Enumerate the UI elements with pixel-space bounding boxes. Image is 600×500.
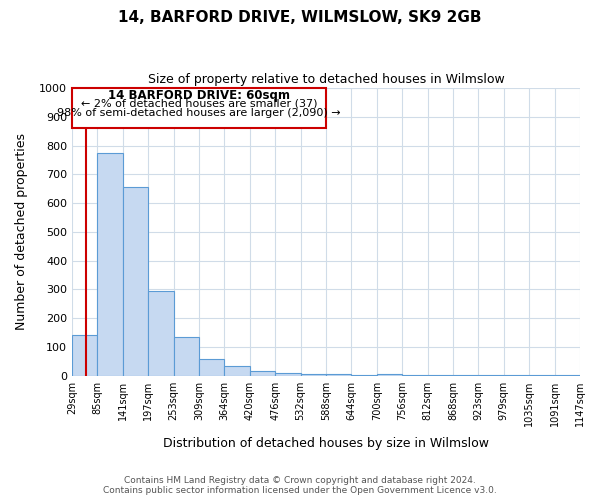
Bar bbox=[72, 336, 97, 376]
Bar bbox=[402, 375, 428, 376]
Bar bbox=[326, 374, 352, 376]
Bar bbox=[148, 291, 173, 376]
Bar bbox=[250, 371, 275, 376]
Bar bbox=[275, 373, 301, 376]
Bar bbox=[453, 375, 478, 376]
Y-axis label: Number of detached properties: Number of detached properties bbox=[15, 134, 28, 330]
Text: Contains HM Land Registry data © Crown copyright and database right 2024.
Contai: Contains HM Land Registry data © Crown c… bbox=[103, 476, 497, 495]
Bar bbox=[428, 375, 453, 376]
Text: 14 BARFORD DRIVE: 60sqm: 14 BARFORD DRIVE: 60sqm bbox=[108, 88, 290, 102]
Bar bbox=[529, 375, 554, 376]
Title: Size of property relative to detached houses in Wilmslow: Size of property relative to detached ho… bbox=[148, 72, 505, 86]
Bar bbox=[504, 375, 529, 376]
Bar bbox=[352, 375, 377, 376]
Text: 98% of semi-detached houses are larger (2,090) →: 98% of semi-detached houses are larger (… bbox=[58, 108, 341, 118]
FancyBboxPatch shape bbox=[73, 88, 326, 128]
Bar bbox=[554, 375, 580, 376]
Bar bbox=[301, 374, 326, 376]
Bar bbox=[199, 360, 224, 376]
Bar bbox=[377, 374, 402, 376]
Bar bbox=[224, 366, 250, 376]
Bar bbox=[123, 188, 148, 376]
Bar bbox=[173, 337, 199, 376]
Bar bbox=[478, 375, 504, 376]
Text: ← 2% of detached houses are smaller (37): ← 2% of detached houses are smaller (37) bbox=[81, 99, 317, 109]
X-axis label: Distribution of detached houses by size in Wilmslow: Distribution of detached houses by size … bbox=[163, 437, 489, 450]
Bar bbox=[97, 153, 123, 376]
Text: 14, BARFORD DRIVE, WILMSLOW, SK9 2GB: 14, BARFORD DRIVE, WILMSLOW, SK9 2GB bbox=[118, 10, 482, 25]
